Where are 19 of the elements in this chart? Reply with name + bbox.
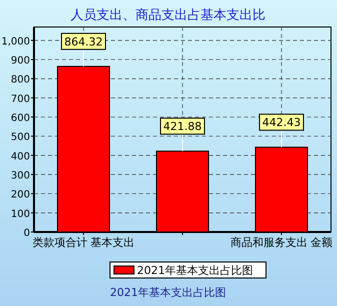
data-label: 421.88 [163,120,202,134]
y-tick-label: 800 [10,74,30,86]
chart-title: 人员支出、商品支出占基本支出比 [70,8,266,23]
x-tick-label: 商品和服务支出 金额 [230,236,333,249]
text: 2021年基本支出占比图 [110,286,226,299]
y-tick-label: 300 [10,170,30,182]
legend-label: 2021年基本支出占比图 [137,264,253,277]
y-tick-label: 400 [10,151,30,162]
y-tick-label: 600 [10,113,30,124]
y-tick-label: 100 [10,208,30,220]
y-tick-label: 1,000 [1,36,30,48]
y-tick-label: 0 [24,228,30,239]
data-label: 442.43 [262,116,301,130]
y-tick-label: 200 [10,190,30,201]
y-tick-label: 500 [10,132,30,144]
y-tick-label: 900 [10,56,30,67]
data-label: 864.32 [64,35,103,48]
x-tick-label: 类款项合计 基本支出 [32,236,135,249]
y-tick-label: 700 [10,94,30,105]
